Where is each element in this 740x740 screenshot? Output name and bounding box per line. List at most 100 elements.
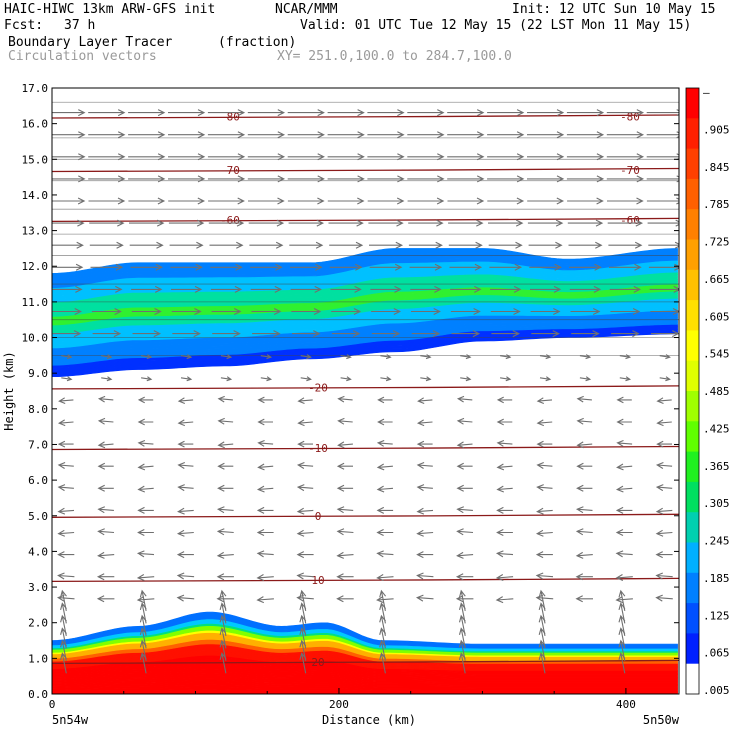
wind-vector bbox=[571, 330, 600, 338]
wind-vector bbox=[57, 484, 74, 492]
colorbar: – .905 .845 .785 .725 .665 .605 .545 .485 .425 .36… bbox=[685, 86, 730, 697]
wind-vector bbox=[649, 285, 679, 293]
wind-vector bbox=[368, 219, 404, 227]
wind-vector bbox=[176, 572, 195, 580]
colorbar-label: .725 bbox=[703, 236, 730, 249]
wind-vector bbox=[297, 419, 313, 427]
wind-vector bbox=[659, 354, 671, 360]
wind-vector bbox=[290, 285, 322, 293]
wind-vector bbox=[207, 153, 246, 161]
wind-vector bbox=[496, 396, 513, 404]
wind-vector bbox=[52, 131, 86, 139]
wind-vector bbox=[139, 589, 147, 612]
wind-vector bbox=[449, 263, 483, 271]
wind-vector bbox=[210, 285, 243, 293]
wind-vector bbox=[575, 573, 593, 581]
isotherm-line bbox=[52, 217, 679, 223]
colorbar-swatch bbox=[686, 451, 699, 483]
wind-vector bbox=[376, 506, 394, 514]
colorbar-swatch bbox=[686, 512, 699, 543]
wind-vector bbox=[336, 573, 354, 581]
wind-vector bbox=[247, 131, 286, 139]
wind-vector bbox=[376, 574, 394, 582]
wind-vector bbox=[606, 153, 645, 161]
wind-vector bbox=[217, 395, 233, 403]
colorbar-swatch bbox=[686, 239, 699, 271]
wind-vector bbox=[380, 354, 392, 360]
wind-vector bbox=[168, 131, 206, 139]
wind-vector bbox=[287, 153, 325, 161]
wind-vector bbox=[615, 529, 633, 536]
colorbar-swatch bbox=[686, 88, 699, 119]
wind-vector bbox=[101, 354, 113, 360]
colorbar-label: .365 bbox=[703, 460, 730, 473]
wind-vector bbox=[576, 441, 593, 449]
colorbar-label: .665 bbox=[703, 273, 730, 286]
wind-vector bbox=[132, 330, 162, 338]
wind-vector bbox=[447, 153, 485, 161]
wind-vector bbox=[655, 507, 673, 515]
wind-vector bbox=[655, 572, 673, 580]
wind-vector bbox=[527, 197, 565, 205]
wind-vector bbox=[300, 354, 312, 360]
colorbar-swatch bbox=[686, 633, 699, 665]
wind-vector bbox=[137, 485, 154, 493]
isotherm-label: 10 bbox=[311, 574, 324, 587]
wind-vector bbox=[607, 219, 644, 227]
wind-vector bbox=[536, 484, 553, 492]
wind-vector bbox=[336, 462, 353, 470]
wind-vector bbox=[130, 263, 164, 271]
wind-vector bbox=[536, 419, 553, 427]
wind-vector bbox=[57, 419, 74, 427]
wind-vector bbox=[376, 596, 394, 604]
y-tick-label: 1.0 bbox=[28, 652, 48, 665]
model-levels bbox=[52, 101, 679, 356]
colorbar-swatch bbox=[686, 603, 699, 634]
wind-vector bbox=[58, 397, 74, 405]
wind-vector bbox=[217, 417, 234, 425]
y-tick-label: 13.0 bbox=[22, 225, 49, 238]
isotherm-label: -70 bbox=[220, 164, 240, 177]
wind-vector bbox=[458, 589, 466, 612]
wind-vector bbox=[327, 175, 365, 183]
wind-vector bbox=[376, 463, 393, 471]
wind-vector bbox=[371, 308, 402, 315]
wind-vector bbox=[57, 529, 75, 537]
wind-vector bbox=[291, 308, 322, 315]
wind-vector bbox=[566, 153, 605, 161]
wind-vector bbox=[251, 308, 282, 315]
colorbar-label: .785 bbox=[703, 198, 730, 211]
wind-vector bbox=[376, 529, 394, 536]
y-tick-label: 4.0 bbox=[28, 545, 48, 558]
wind-vector bbox=[609, 263, 642, 271]
wind-vector bbox=[128, 109, 166, 117]
wind-vector bbox=[180, 376, 193, 382]
wind-vector bbox=[97, 528, 115, 536]
wind-vector bbox=[256, 574, 274, 582]
wind-vector bbox=[656, 419, 672, 427]
wind-vector bbox=[128, 197, 166, 205]
wind-vector bbox=[177, 419, 194, 427]
wind-vector bbox=[216, 595, 235, 603]
wind-vector bbox=[92, 330, 122, 338]
wind-vector bbox=[256, 506, 274, 514]
wind-vector bbox=[615, 574, 633, 582]
wind-vector bbox=[296, 461, 314, 469]
wind-vector bbox=[376, 550, 394, 558]
wind-vector bbox=[296, 484, 314, 492]
wind-vector bbox=[137, 529, 154, 536]
wind-vector bbox=[579, 376, 592, 382]
wind-vector bbox=[379, 589, 387, 612]
colorbar-swatch bbox=[686, 269, 699, 301]
wind-vector bbox=[52, 153, 86, 161]
right-endpoint-label: 5n50w bbox=[643, 713, 680, 727]
wind-vector bbox=[407, 153, 445, 161]
y-tick-label: 8.0 bbox=[28, 403, 48, 416]
wind-vector bbox=[327, 153, 365, 161]
wind-vector bbox=[208, 219, 245, 227]
wind-vector bbox=[287, 197, 325, 205]
wind-vector bbox=[88, 175, 126, 183]
wind-vector bbox=[248, 219, 285, 227]
wind-vector bbox=[487, 109, 525, 117]
wind-vector bbox=[615, 485, 633, 493]
